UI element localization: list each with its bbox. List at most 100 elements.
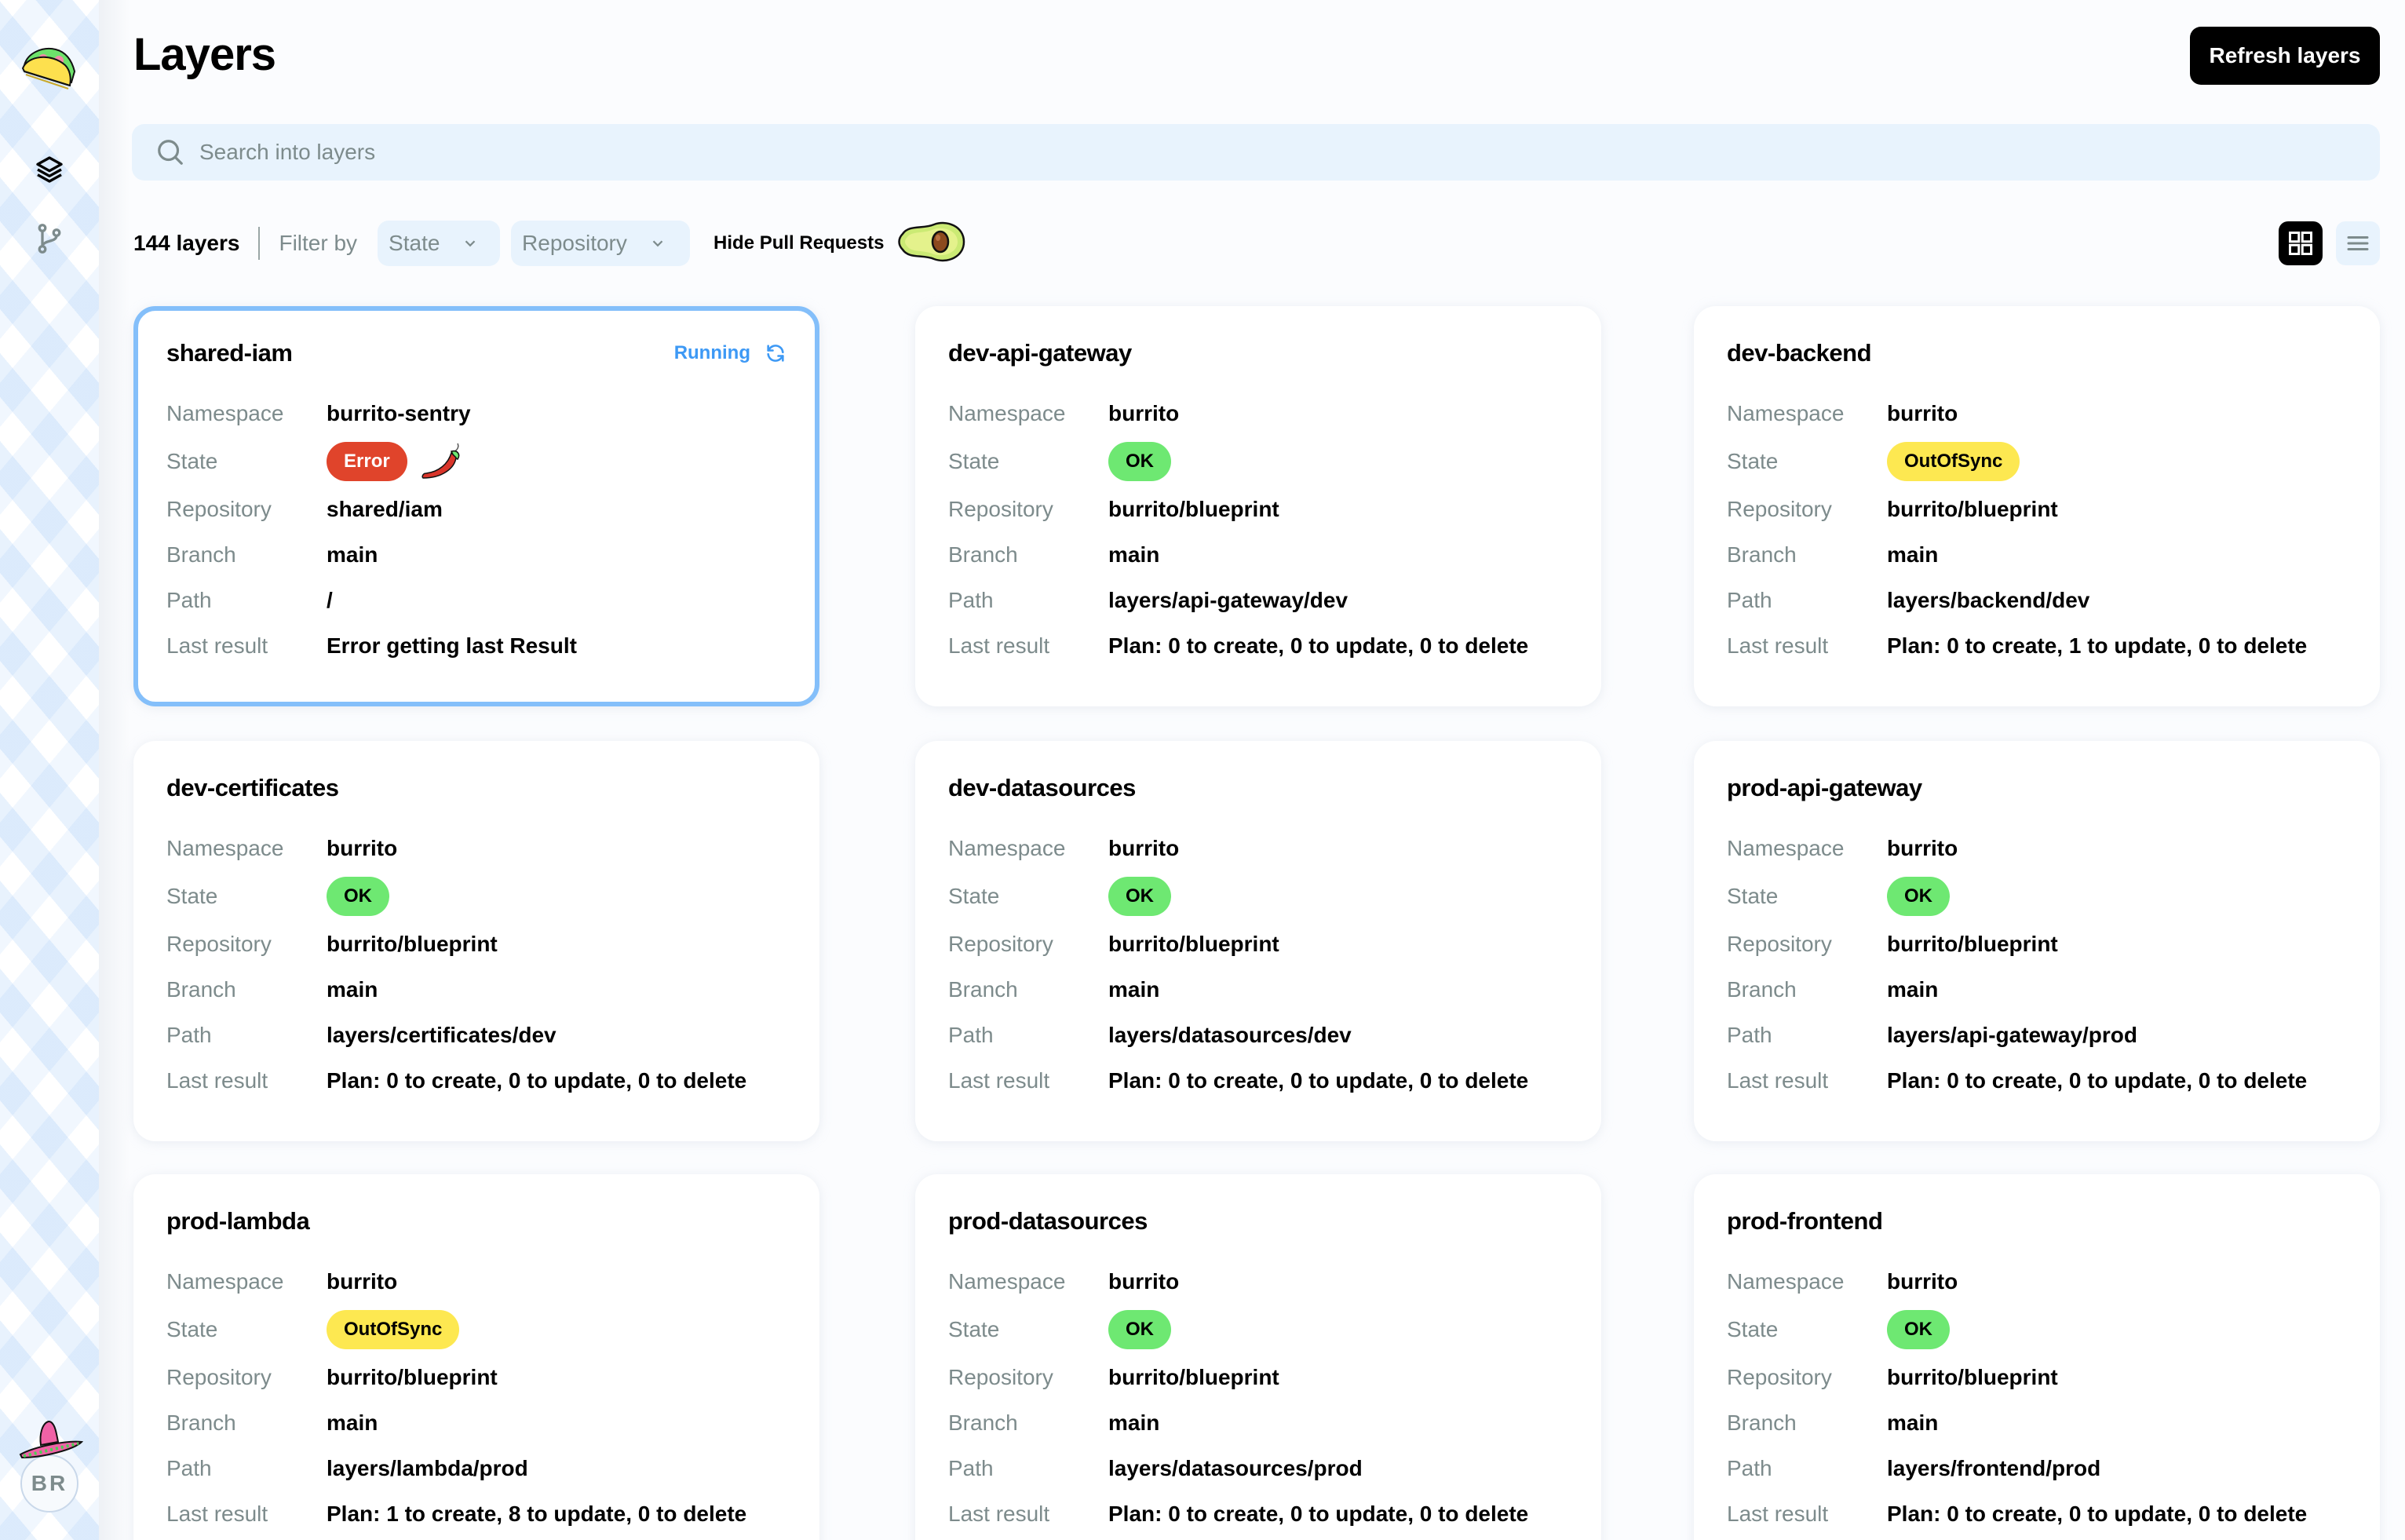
status-badge: OK <box>1887 877 1950 916</box>
last-result-label: Last result <box>1727 633 1829 658</box>
last-result-value: Plan: 1 to create, 8 to update, 0 to del… <box>327 1502 747 1526</box>
path-label: Path <box>948 1456 994 1480</box>
branch-value: main <box>1108 1410 1160 1435</box>
last-result-value: Plan: 0 to create, 0 to update, 0 to del… <box>1108 1068 1529 1093</box>
repository-label: Repository <box>166 1365 272 1389</box>
divider <box>258 227 261 260</box>
repository-value: burrito/blueprint <box>1108 932 1279 956</box>
last-result-value: Plan: 0 to create, 0 to update, 0 to del… <box>1887 1502 2308 1526</box>
filter-by-label: Filter by <box>279 231 358 255</box>
state-filter-select[interactable]: State <box>378 221 501 266</box>
namespace-label: Namespace <box>1727 401 1845 425</box>
repository-value: burrito/blueprint <box>1887 932 2058 956</box>
namespace-value: burrito-sentry <box>327 401 471 425</box>
layer-card[interactable]: prod-frontend Namespace burrito State OK R… <box>1694 1174 2380 1540</box>
status-badge: OK <box>1108 877 1171 916</box>
last-result-value: Plan: 0 to create, 0 to update, 0 to del… <box>1887 1068 2308 1093</box>
sidebar-item-repositories[interactable] <box>0 217 99 261</box>
layer-card[interactable]: prod-api-gateway Namespace burrito State O… <box>1694 741 2380 1141</box>
namespace-value: burrito <box>1108 836 1180 860</box>
path-label: Path <box>166 1023 212 1047</box>
repository-value: burrito/blueprint <box>327 932 498 956</box>
last-result-label: Last result <box>1727 1068 1829 1093</box>
namespace-label: Namespace <box>166 1269 284 1294</box>
layer-name: prod-datasources <box>948 1207 1148 1235</box>
state-label: State <box>948 1317 1000 1341</box>
avatar[interactable]: BR <box>19 1420 83 1513</box>
layer-card[interactable]: dev-api-gateway Namespace burrito State OK… <box>915 306 1601 706</box>
avocado-toggle-icon <box>898 221 965 261</box>
layer-name: prod-api-gateway <box>1727 774 1922 801</box>
last-result-value: Plan: 0 to create, 0 to update, 0 to del… <box>327 1068 747 1093</box>
repository-filter-select[interactable]: Repository <box>511 221 691 266</box>
repository-value: burrito/blueprint <box>1887 497 2058 521</box>
state-label: State <box>1727 449 1779 473</box>
layer-card[interactable]: shared-iam Running Namespace burrito-sent… <box>133 306 819 706</box>
hide-pull-requests-toggle[interactable] <box>895 218 967 269</box>
namespace-value: burrito <box>1108 1269 1180 1294</box>
last-result-label: Last result <box>948 633 1050 658</box>
status-badge: OK <box>1887 1310 1950 1349</box>
state-label: State <box>166 884 218 908</box>
taco-logo[interactable] <box>0 41 99 96</box>
user-menu[interactable]: BR <box>0 1413 99 1523</box>
namespace-value: burrito <box>1108 401 1180 425</box>
sidebar: BR <box>0 0 99 1540</box>
repository-label: Repository <box>166 497 272 521</box>
namespace-label: Namespace <box>1727 1269 1845 1294</box>
layer-card[interactable]: prod-lambda Namespace burrito State OutOfS… <box>133 1174 819 1540</box>
layers-icon <box>36 156 63 183</box>
list-view-button[interactable] <box>2336 221 2380 265</box>
branch-label: Branch <box>948 1410 1018 1435</box>
layer-name: prod-lambda <box>166 1207 310 1235</box>
list-icon <box>2347 236 2369 250</box>
path-label: Path <box>1727 588 1772 612</box>
layer-name: prod-frontend <box>1727 1207 1883 1235</box>
status-badge: OK <box>1108 1310 1171 1349</box>
search-input[interactable] <box>199 140 2319 165</box>
path-label: Path <box>166 588 212 612</box>
repository-label: Repository <box>1727 1365 1832 1389</box>
path-value: layers/backend/dev <box>1887 588 2090 612</box>
branch-value: main <box>1887 542 1939 567</box>
last-result-value: Plan: 0 to create, 1 to update, 0 to del… <box>1887 633 2308 658</box>
grid-view-button[interactable] <box>2279 221 2323 265</box>
last-result-label: Last result <box>166 633 268 658</box>
repository-value: burrito/blueprint <box>1108 1365 1279 1389</box>
refresh-layers-button[interactable]: Refresh layers <box>2190 27 2380 85</box>
state-label: State <box>166 449 218 473</box>
layer-name: dev-datasources <box>948 774 1136 801</box>
branch-label: Branch <box>948 542 1018 567</box>
path-value: layers/api-gateway/prod <box>1887 1023 2138 1047</box>
page-title: Layers <box>133 29 276 80</box>
filter-bar: 144 layers Filter by State Repository Hi… <box>133 220 967 267</box>
repository-value: burrito/blueprint <box>1108 497 1279 521</box>
chevron-down-icon <box>465 240 476 247</box>
status-badge: OK <box>1108 442 1171 481</box>
layer-card[interactable]: dev-certificates Namespace burrito State O… <box>133 741 819 1141</box>
sidebar-item-layers[interactable] <box>0 149 99 190</box>
state-label: State <box>948 449 1000 473</box>
layer-card[interactable]: prod-datasources Namespace burrito State O… <box>915 1174 1601 1540</box>
last-result-value: Plan: 0 to create, 0 to update, 0 to del… <box>1108 1502 1529 1526</box>
search-bar[interactable] <box>132 124 2380 181</box>
namespace-label: Namespace <box>948 401 1066 425</box>
avatar-initials: BR <box>31 1471 68 1495</box>
repository-label: Repository <box>1727 497 1832 521</box>
branch-value: main <box>1108 977 1160 1002</box>
layer-card[interactable]: dev-backend Namespace burrito State OutOfS… <box>1694 306 2380 706</box>
layer-name: dev-backend <box>1727 339 1872 367</box>
running-label: Running <box>673 342 750 363</box>
repository-value: burrito/blueprint <box>327 1365 498 1389</box>
state-label: State <box>948 884 1000 908</box>
branch-label: Branch <box>166 1410 236 1435</box>
last-result-label: Last result <box>166 1502 268 1526</box>
path-label: Path <box>1727 1456 1772 1480</box>
state-filter-label: State <box>389 231 440 255</box>
branch-value: main <box>327 1410 378 1435</box>
status-badge: OutOfSync <box>327 1310 460 1349</box>
branch-label: Branch <box>1727 542 1797 567</box>
namespace-value: burrito <box>327 836 398 860</box>
layer-card[interactable]: dev-datasources Namespace burrito State OK… <box>915 741 1601 1141</box>
path-label: Path <box>948 1023 994 1047</box>
